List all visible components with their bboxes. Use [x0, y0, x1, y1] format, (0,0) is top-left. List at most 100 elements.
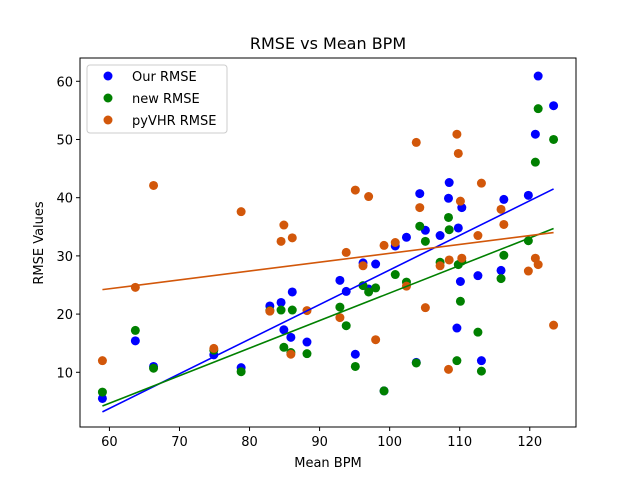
data-point	[276, 297, 286, 307]
data-point	[335, 313, 345, 323]
data-point	[364, 287, 374, 297]
trend-line	[102, 231, 554, 291]
y-tick-label: 20	[56, 308, 73, 323]
data-point	[549, 134, 559, 144]
data-point	[341, 321, 351, 331]
data-point	[401, 232, 411, 242]
data-point	[149, 180, 159, 190]
data-point	[130, 325, 140, 335]
chart-title: RMSE vs Mean BPM	[250, 34, 406, 53]
data-point	[350, 349, 360, 359]
data-point	[443, 212, 453, 222]
data-point	[496, 204, 506, 214]
data-point	[97, 356, 107, 366]
data-point	[443, 364, 453, 374]
data-point	[549, 101, 559, 111]
data-point	[473, 327, 483, 337]
data-point	[455, 296, 465, 306]
data-point	[335, 275, 345, 285]
data-point	[496, 274, 506, 284]
data-point	[287, 233, 297, 243]
data-point	[379, 240, 389, 250]
data-point	[444, 178, 454, 188]
data-point	[390, 238, 400, 247]
data-point	[236, 367, 246, 377]
x-tick-label: 60	[101, 435, 118, 450]
x-axis-label: Mean BPM	[294, 456, 362, 471]
data-point	[149, 363, 159, 373]
data-point	[130, 336, 140, 346]
data-point	[279, 220, 289, 230]
data-point	[453, 148, 463, 158]
data-point	[496, 265, 506, 275]
legend-label: pyVHR RMSE	[132, 114, 217, 129]
data-point	[452, 323, 462, 333]
data-point	[499, 219, 509, 229]
data-point	[476, 356, 486, 366]
data-point	[453, 223, 463, 233]
data-point	[287, 305, 297, 315]
trend-line	[102, 188, 554, 413]
data-point	[435, 261, 445, 271]
data-point	[286, 349, 296, 359]
data-point	[130, 282, 140, 292]
y-axis-ticks: 10 20 30 40 50 60	[56, 75, 80, 381]
data-point	[97, 393, 107, 403]
x-tick-label: 90	[311, 435, 328, 450]
x-tick-label: 70	[171, 435, 188, 450]
y-tick-label: 60	[56, 75, 73, 90]
data-point	[523, 190, 533, 200]
data-point	[443, 193, 453, 203]
data-point	[97, 387, 107, 397]
data-point	[533, 104, 543, 114]
data-point	[236, 207, 246, 217]
data-point	[209, 343, 219, 353]
data-point	[457, 253, 467, 263]
legend-marker	[103, 93, 113, 103]
data-point	[350, 185, 360, 195]
data-point	[420, 303, 430, 313]
data-point	[452, 356, 462, 366]
data-point	[499, 250, 509, 260]
x-axis-ticks: 60 70 80 90 100 110 120	[101, 427, 542, 450]
data-point	[476, 178, 486, 188]
data-point	[444, 225, 454, 235]
data-point	[476, 366, 486, 376]
x-tick-label: 100	[377, 435, 402, 450]
y-tick-label: 10	[56, 366, 73, 381]
data-point	[371, 283, 381, 293]
legend-marker	[103, 115, 113, 125]
data-point	[499, 194, 509, 204]
y-tick-label: 30	[56, 250, 73, 265]
data-point	[302, 349, 312, 359]
data-point	[279, 325, 289, 335]
data-point	[530, 129, 540, 139]
data-point	[549, 320, 559, 330]
y-tick-label: 40	[56, 192, 73, 207]
legend-box	[86, 64, 228, 134]
legend-label: Our RMSE	[132, 70, 197, 85]
data-point	[455, 276, 465, 286]
data-point	[530, 157, 540, 167]
data-point	[358, 281, 368, 291]
data-point	[435, 231, 445, 241]
y-tick-label: 50	[56, 133, 73, 148]
data-point	[371, 335, 381, 345]
data-point	[265, 306, 275, 316]
data-point	[411, 358, 421, 368]
data-point	[276, 236, 286, 246]
data-point	[364, 192, 374, 202]
data-point	[415, 189, 425, 199]
trend-lines	[102, 188, 554, 413]
data-point	[286, 332, 296, 342]
data-point	[371, 259, 381, 269]
data-point	[379, 386, 389, 396]
data-point	[533, 260, 543, 270]
legend: Our RMSE new RMSE pyVHR RMSE	[86, 64, 228, 134]
data-point	[341, 247, 351, 257]
plot-frame	[79, 57, 577, 428]
data-point	[302, 337, 312, 347]
data-point	[279, 342, 289, 352]
trend-line	[102, 227, 554, 407]
